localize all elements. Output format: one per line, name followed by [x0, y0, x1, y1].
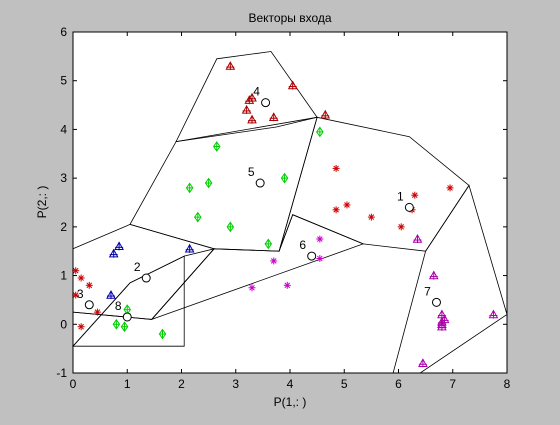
- data-point-diamond: [158, 328, 167, 340]
- x-tick-label: 6: [395, 377, 402, 391]
- x-tick-label: 5: [341, 377, 348, 391]
- data-point-star: [316, 235, 324, 243]
- cluster-label: 2: [134, 260, 141, 274]
- cluster-region-8: [72, 255, 185, 347]
- y-tick-label: 2: [60, 220, 67, 234]
- chart-title: Векторы входа: [248, 11, 331, 25]
- cluster-center: [122, 312, 132, 322]
- cluster-label: 5: [248, 165, 255, 179]
- cluster-label: 7: [424, 284, 431, 298]
- x-axis-label: P(1,: ): [274, 395, 307, 409]
- data-point-star: [77, 323, 85, 331]
- data-point-triangle: [488, 309, 499, 319]
- data-point-triangle: [320, 109, 331, 119]
- y-tick-label: 4: [60, 122, 67, 136]
- data-point-triangle: [287, 80, 298, 90]
- data-point-star: [446, 184, 454, 192]
- data-point-diamond: [280, 172, 289, 184]
- cluster-center: [307, 251, 317, 261]
- x-axis-ticks: 0 1 2 3 4 5 6 7 8: [70, 32, 511, 391]
- cluster-center: [255, 178, 265, 188]
- cluster-center: [404, 202, 414, 212]
- data-point-diamond: [226, 221, 235, 233]
- data-point-triangle: [184, 243, 195, 253]
- data-point-diamond: [112, 318, 121, 330]
- data-point-triangle: [241, 104, 252, 114]
- data-point-triangle: [268, 112, 279, 122]
- data-point-triangle: [106, 290, 116, 300]
- data-point-star: [248, 284, 256, 292]
- x-tick-label: 2: [178, 377, 185, 391]
- data-point-triangle: [428, 270, 439, 280]
- data-point-star: [332, 206, 340, 214]
- y-tick-label: 5: [60, 74, 67, 88]
- data-point-diamond: [185, 182, 194, 194]
- data-point-star: [270, 257, 278, 265]
- cluster-label: 6: [299, 238, 306, 252]
- data-point-star: [77, 274, 85, 282]
- y-tick-label: 0: [60, 317, 67, 331]
- y-axis-label: P(2,: ): [35, 186, 49, 219]
- data-point-triangle: [108, 248, 119, 258]
- cluster-region-1: [175, 51, 318, 143]
- data-point-triangle: [412, 234, 423, 244]
- data-point-star: [283, 281, 291, 289]
- x-tick-label: 3: [232, 377, 239, 391]
- data-point-diamond: [264, 238, 273, 250]
- x-tick-label: 7: [449, 377, 456, 391]
- x-tick-label: 0: [70, 377, 77, 391]
- data-markers: [72, 61, 499, 368]
- data-point-star: [93, 308, 101, 316]
- cluster-label: 1: [397, 189, 404, 203]
- cluster-label: 8: [115, 299, 122, 313]
- data-point-diamond: [204, 177, 213, 189]
- x-tick-label: 4: [287, 377, 294, 391]
- data-point-triangle: [225, 61, 236, 71]
- data-point-triangle: [247, 114, 257, 124]
- y-tick-label: 3: [60, 171, 67, 185]
- data-point-star: [85, 281, 93, 289]
- data-point-star: [367, 213, 375, 221]
- data-point-triangle: [114, 241, 124, 251]
- data-point-triangle: [244, 95, 255, 105]
- cluster-center: [84, 300, 94, 310]
- data-point-star: [397, 223, 405, 231]
- data-point-diamond: [120, 321, 129, 333]
- y-tick-label: 6: [60, 25, 67, 39]
- data-point-star: [411, 191, 419, 199]
- data-point-diamond: [213, 141, 221, 152]
- data-point-triangle: [418, 358, 428, 368]
- data-point-diamond: [316, 126, 324, 138]
- data-point-star: [72, 291, 80, 299]
- cluster-centers: 1 2 3 4 5 6 7 8: [77, 85, 441, 322]
- data-point-triangle: [437, 319, 447, 329]
- data-point-star: [343, 201, 351, 209]
- y-axis-ticks: -1 0 1 2 3 4 5 6: [56, 25, 507, 380]
- cluster-center: [141, 273, 151, 283]
- cluster-center: [261, 98, 271, 108]
- x-tick-label: 1: [124, 377, 131, 391]
- data-point-diamond: [194, 211, 202, 223]
- cluster-label: 3: [77, 287, 84, 301]
- data-point-star: [332, 164, 340, 172]
- x-tick-label: 8: [504, 377, 511, 391]
- y-tick-label: 1: [60, 269, 67, 283]
- y-tick-label: -1: [56, 366, 67, 380]
- data-point-star: [316, 255, 324, 263]
- cluster-center: [431, 297, 441, 307]
- cluster-label: 4: [253, 85, 260, 99]
